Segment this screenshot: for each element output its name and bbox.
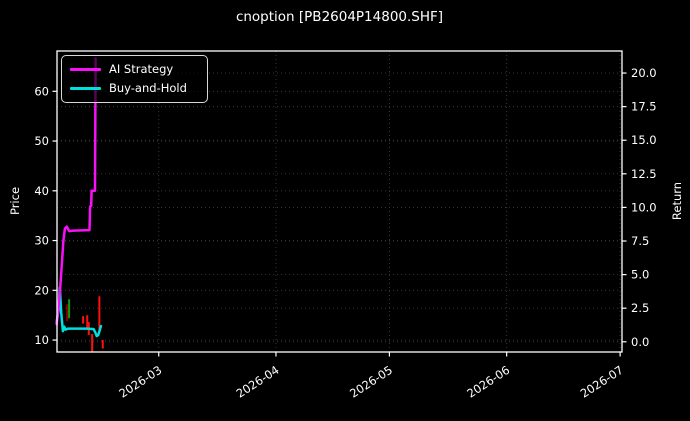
y-tick-label-price: 30 [34,234,49,248]
y-tick-label-return: 7.5 [631,234,649,248]
legend-item-buy-and-hold: Buy-and-Hold [70,80,199,96]
legend-line-swatch-magenta [70,68,101,71]
y-tick-label-return: 12.5 [631,167,657,181]
x-tick-label-date: 2026-03 [116,363,164,401]
x-tick-label-date: 2026-07 [578,363,626,401]
chart-title: cnoption [PB2604P14800.SHF] [235,9,444,25]
x-tick-label-date: 2026-06 [464,363,512,401]
legend-label: AI Strategy [109,61,174,76]
y-tick-label-return: 2.5 [631,301,649,315]
y-tick-label-price: 60 [34,84,49,98]
x-tick-label-date: 2026-05 [347,363,395,401]
y-tick-label-return: 0.0 [631,335,649,349]
legend-item-ai-strategy: AI Strategy [70,61,199,77]
legend: AI Strategy Buy-and-Hold [61,55,208,103]
y-tick-label-price: 20 [34,283,49,297]
legend-label: Buy-and-Hold [109,80,187,95]
y-tick-label-return: 10.0 [631,200,657,214]
series-line-buy-and-hold [55,286,103,338]
y-tick-label-price: 50 [34,134,49,148]
plot-frame [56,50,623,353]
y-tick-label-price: 10 [34,333,49,347]
y-tick-label-return: 20.0 [631,66,657,80]
y-tick-label-return: 5.0 [631,268,649,282]
legend-line-swatch-cyan [70,87,101,90]
y-axis-label-return: Return [670,181,684,221]
series-line-ai-strategy [55,57,97,326]
y-tick-label-price: 40 [34,184,49,198]
x-tick-label-date: 2026-04 [234,363,282,401]
y-axis-label-price: Price [8,186,22,216]
y-tick-label-return: 17.5 [631,100,657,114]
y-tick-label-return: 15.0 [631,133,657,147]
